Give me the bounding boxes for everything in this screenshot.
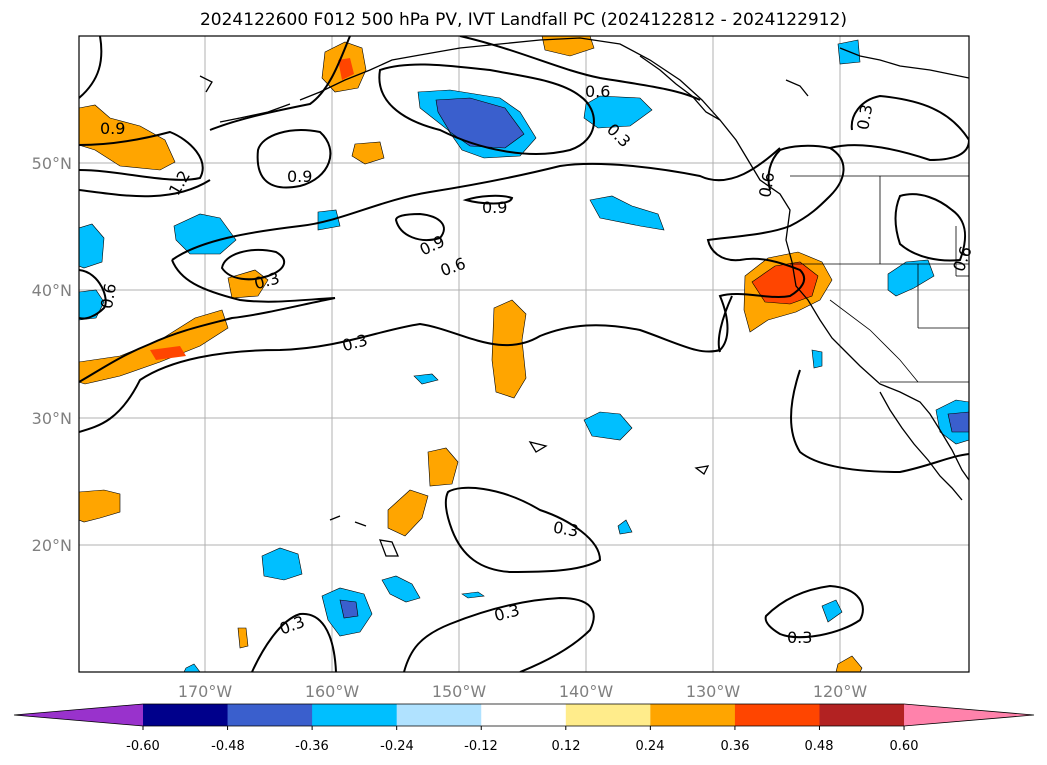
anomaly-region bbox=[435, 97, 525, 149]
anomaly-region bbox=[381, 575, 421, 603]
colorbar-tick-label: 0.24 bbox=[636, 739, 665, 754]
anomaly-region bbox=[835, 655, 863, 672]
colorbar-segment bbox=[734, 704, 820, 726]
lon-tick-label: 150°W bbox=[432, 682, 487, 701]
anomaly-region bbox=[947, 411, 969, 433]
anomaly-region bbox=[150, 346, 186, 360]
colorbar-segment bbox=[481, 704, 567, 726]
anomaly-region bbox=[351, 141, 385, 165]
anomaly-region bbox=[491, 299, 527, 399]
lon-tick-label: 120°W bbox=[813, 682, 868, 701]
lon-tick-label: 130°W bbox=[686, 682, 741, 701]
anomaly-region bbox=[79, 104, 176, 171]
colorbar-extension-low bbox=[14, 704, 143, 726]
contour-label: 0.6 bbox=[97, 282, 120, 310]
colorbar-tick-label: -0.12 bbox=[464, 739, 498, 754]
lon-tick-label: 170°W bbox=[178, 682, 233, 701]
anomaly-region bbox=[583, 411, 633, 441]
colorbar-tick-label: 0.60 bbox=[890, 739, 919, 754]
lon-tick-label: 140°W bbox=[559, 682, 614, 701]
anomaly-region bbox=[461, 591, 485, 599]
contour-label: 0.3 bbox=[853, 103, 876, 131]
lat-tick-label: 20°N bbox=[32, 536, 72, 555]
colorbar-tick-label: -0.60 bbox=[126, 739, 160, 754]
anomaly-region bbox=[173, 213, 237, 255]
anomaly-region bbox=[387, 489, 429, 537]
anomaly-region bbox=[339, 599, 359, 619]
colorbar-tick-label: -0.36 bbox=[295, 739, 329, 754]
anomaly-region bbox=[589, 195, 665, 231]
lat-tick-label: 50°N bbox=[32, 154, 72, 173]
ivt-negative-anomalies bbox=[79, 39, 969, 672]
colorbar-tick-label: 0.12 bbox=[552, 739, 581, 754]
contour-label: 0.3 bbox=[492, 600, 522, 625]
anomaly-region bbox=[413, 373, 439, 385]
lat-tick-labels: 50°N 40°N 30°N 20°N bbox=[32, 154, 72, 555]
colorbar-segment bbox=[396, 704, 482, 726]
anomaly-region bbox=[79, 223, 105, 269]
contour-label: 0.3 bbox=[340, 330, 370, 355]
anomaly-region bbox=[79, 489, 121, 523]
colorbar-extension-high bbox=[904, 704, 1034, 726]
contour-label: 0.6 bbox=[585, 82, 610, 101]
anomaly-region bbox=[811, 349, 823, 369]
lat-tick-label: 30°N bbox=[32, 409, 72, 428]
colorbar-segment bbox=[819, 704, 905, 726]
lat-tick-label: 40°N bbox=[32, 281, 72, 300]
anomaly-region bbox=[237, 627, 249, 649]
contour-label: 0.6 bbox=[438, 254, 468, 281]
colorbar-segment bbox=[312, 704, 398, 726]
contour-label: 0.9 bbox=[100, 119, 125, 138]
contour-label: 0.9 bbox=[417, 231, 448, 259]
anomaly-region bbox=[887, 259, 935, 297]
political-borders bbox=[790, 175, 969, 383]
lon-tick-labels: 170°W 160°W 150°W 140°W 130°W 120°W bbox=[178, 682, 868, 701]
contour-label: 0.6 bbox=[949, 244, 976, 274]
contour-label: 0.3 bbox=[787, 628, 812, 647]
contour-label: 0.3 bbox=[277, 612, 307, 639]
map-border bbox=[78, 35, 970, 673]
colorbar-segment bbox=[650, 704, 736, 726]
anomaly-region bbox=[617, 519, 633, 535]
colorbar-labels: -0.60 -0.48 -0.36 -0.24 -0.12 0.12 0.24 … bbox=[126, 739, 918, 754]
colorbar-tick-label: -0.48 bbox=[211, 739, 245, 754]
contour-label: 0.6 bbox=[755, 171, 778, 199]
colorbar bbox=[13, 703, 1035, 730]
lon-tick-label: 160°W bbox=[305, 682, 360, 701]
pv-contours bbox=[79, 36, 969, 672]
anomaly-region bbox=[583, 95, 653, 129]
colorbar-tick-label: -0.24 bbox=[380, 739, 414, 754]
colorbar-segment bbox=[227, 704, 313, 726]
contour-label: 0.9 bbox=[482, 198, 507, 217]
anomaly-region bbox=[541, 36, 595, 57]
map-title: 2024122600 F012 500 hPa PV, IVT Landfall… bbox=[199, 10, 847, 30]
anomaly-region bbox=[227, 269, 269, 299]
anomaly-region bbox=[183, 663, 201, 672]
contour-label: 0.3 bbox=[552, 518, 580, 541]
anomaly-region bbox=[821, 599, 843, 623]
colorbar-segment bbox=[143, 704, 229, 726]
colorbar-segment bbox=[565, 704, 651, 726]
colorbar-tick-label: 0.48 bbox=[805, 739, 834, 754]
anomaly-region bbox=[338, 58, 354, 80]
anomaly-region bbox=[261, 547, 303, 581]
anomaly-region bbox=[427, 447, 459, 487]
contour-label: 0.9 bbox=[287, 167, 312, 186]
colorbar-tick-label: 0.36 bbox=[721, 739, 750, 754]
